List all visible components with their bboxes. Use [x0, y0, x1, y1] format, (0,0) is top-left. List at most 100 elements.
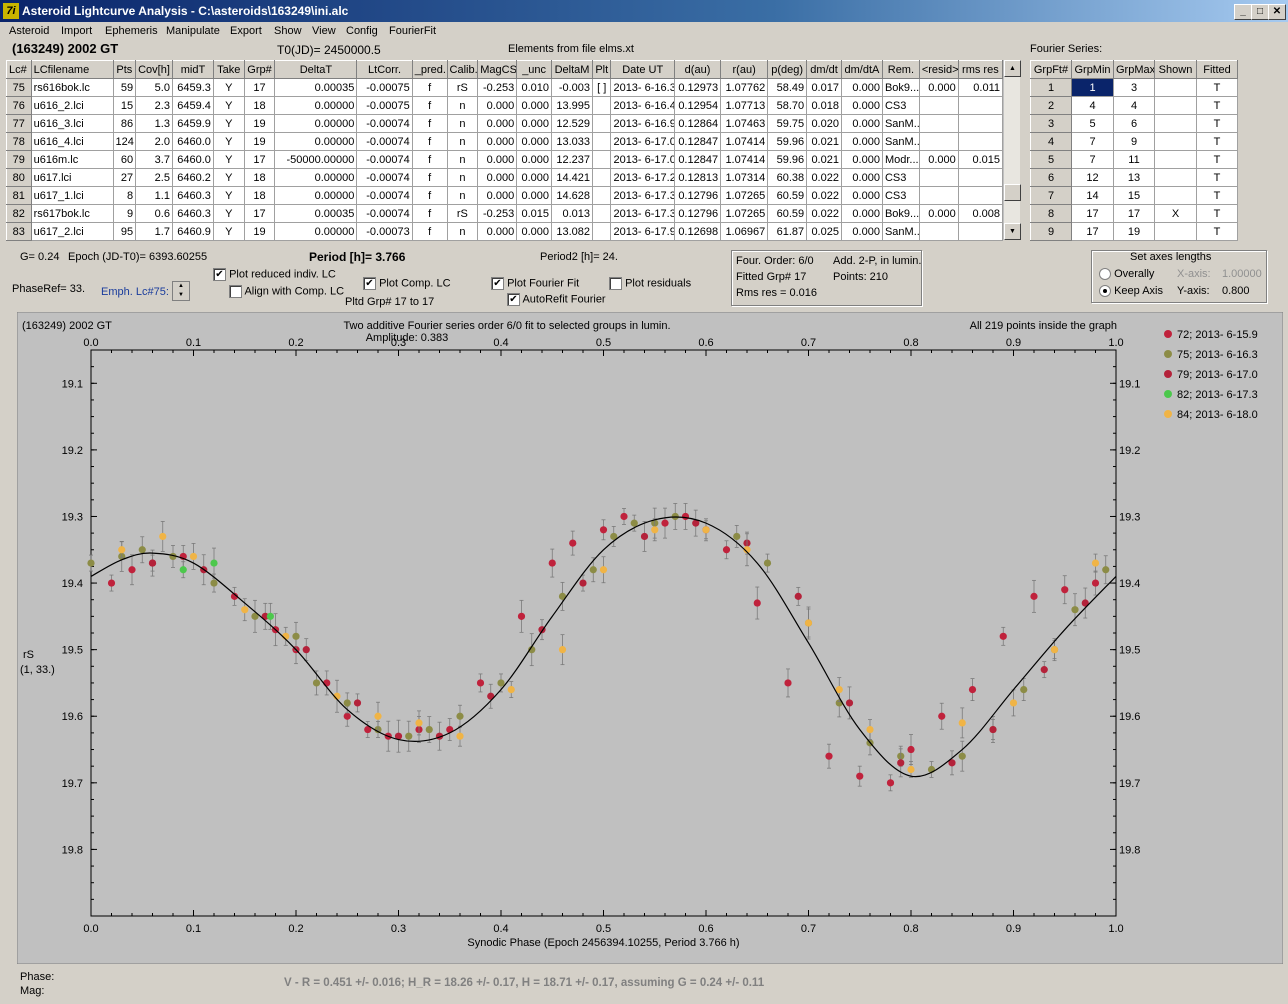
- lc-cell[interactable]: 0.000: [477, 132, 518, 151]
- fourier-cell[interactable]: T: [1196, 96, 1238, 115]
- lc-row-number[interactable]: 81: [6, 186, 32, 205]
- fourier-cell[interactable]: [1154, 222, 1197, 241]
- lc-cell[interactable]: 17: [243, 150, 276, 169]
- lc-cell[interactable]: 0.000: [918, 204, 959, 223]
- fourier-cell[interactable]: T: [1196, 222, 1238, 241]
- lc-cell[interactable]: [918, 96, 959, 115]
- lc-cell[interactable]: SanM...: [881, 132, 920, 151]
- minimize-button[interactable]: _: [1234, 4, 1252, 20]
- lc-cell[interactable]: 0.000: [840, 186, 883, 205]
- menu-asteroid[interactable]: Asteroid: [9, 25, 50, 37]
- lc-cell[interactable]: 17: [243, 204, 276, 223]
- lc-cell[interactable]: 0.008: [957, 204, 1004, 223]
- lc-cell[interactable]: 0.000: [840, 78, 883, 97]
- lc-cell[interactable]: [957, 168, 1004, 187]
- lc-cell[interactable]: 2013- 6-17.0: [610, 132, 675, 151]
- lc-cell[interactable]: 1.3: [135, 114, 173, 133]
- lc-cell[interactable]: rs617bok.lc: [30, 204, 114, 223]
- lc-cell[interactable]: 27: [112, 168, 137, 187]
- x-axis-value[interactable]: 1.00000: [1222, 268, 1262, 280]
- fourier-cell[interactable]: [1154, 132, 1197, 151]
- lc-cell[interactable]: u616m.lc: [30, 150, 114, 169]
- lc-cell[interactable]: 2013- 6-17.3: [610, 186, 675, 205]
- fourier-cell[interactable]: 17: [1071, 204, 1114, 223]
- lc-cell[interactable]: 6460.2: [171, 168, 214, 187]
- emph-spin-button[interactable]: ▲ ▼: [172, 281, 190, 301]
- lc-cell[interactable]: 0.00000: [274, 96, 358, 115]
- lc-cell[interactable]: -0.253: [477, 204, 518, 223]
- lc-cell[interactable]: [918, 186, 959, 205]
- menu-config[interactable]: Config: [346, 25, 378, 37]
- fourier-cell[interactable]: 1: [1071, 78, 1114, 97]
- lc-cell[interactable]: 86: [112, 114, 137, 133]
- fourier-cell[interactable]: 11: [1113, 150, 1155, 169]
- lc-cell[interactable]: rs616bok.lc: [30, 78, 114, 97]
- lc-cell[interactable]: 0.000: [840, 168, 883, 187]
- fourier-cell[interactable]: 15: [1113, 186, 1155, 205]
- lc-row-number[interactable]: 83: [6, 222, 32, 241]
- lc-cell[interactable]: Y: [212, 132, 245, 151]
- lc-cell[interactable]: 14.421: [551, 168, 594, 187]
- fourier-cell[interactable]: T: [1196, 78, 1238, 97]
- lc-col-header[interactable]: Plt: [592, 60, 612, 79]
- lc-cell[interactable]: 0.022: [806, 204, 842, 223]
- lc-cell[interactable]: 18: [243, 186, 276, 205]
- lc-col-header[interactable]: <resid>: [918, 60, 959, 79]
- lc-cell[interactable]: 1.07414: [720, 150, 769, 169]
- lc-col-header[interactable]: p(deg): [767, 60, 808, 79]
- lc-cell[interactable]: 0.00000: [274, 186, 358, 205]
- lc-cell[interactable]: 0.000: [840, 96, 883, 115]
- lc-table-row[interactable]: 75 rs616bok.lc 59 5.0 6459.3 Y 17 0.00035 -0.000…: [6, 78, 1004, 97]
- lc-cell[interactable]: u617_2.lci: [30, 222, 114, 241]
- lc-cell[interactable]: 59: [112, 78, 137, 97]
- lc-table-row[interactable]: 82 rs617bok.lc 9 0.6 6460.3 Y 17 0.00035 -0.0007…: [6, 204, 1004, 223]
- lc-cell[interactable]: 0.015: [957, 150, 1004, 169]
- lc-cell[interactable]: 0.12796: [673, 186, 722, 205]
- overally-radio[interactable]: Overally: [1099, 268, 1154, 281]
- scroll-up-button[interactable]: ▲: [1004, 60, 1021, 77]
- lc-cell[interactable]: 0.000: [516, 168, 553, 187]
- fourier-col-header[interactable]: GrpMin: [1071, 60, 1114, 79]
- close-button[interactable]: ✕: [1268, 4, 1286, 20]
- lc-cell[interactable]: 0.021: [806, 132, 842, 151]
- lc-cell[interactable]: 2013- 6-16.3: [610, 78, 675, 97]
- checkbox-box[interactable]: [229, 285, 242, 298]
- lc-cell[interactable]: 0.6: [135, 204, 173, 223]
- period-value[interactable]: Period [h]= 3.766: [309, 250, 406, 264]
- lc-cell[interactable]: Y: [212, 150, 245, 169]
- lc-cell[interactable]: 0.00000: [274, 132, 358, 151]
- fourier-table-row[interactable]: 9 17 19 T: [1030, 222, 1238, 241]
- lc-col-header[interactable]: LtCorr.: [356, 60, 413, 79]
- radio-dot[interactable]: [1099, 285, 1111, 298]
- lc-cell[interactable]: -0.00073: [356, 222, 413, 241]
- lc-cell[interactable]: f: [411, 204, 448, 223]
- fourier-cell[interactable]: T: [1196, 132, 1238, 151]
- lc-cell[interactable]: 2013- 6-16.4: [610, 96, 675, 115]
- lc-cell[interactable]: 5.0: [135, 78, 173, 97]
- autorefit-checkbox[interactable]: ✔ AutoRefit Fourier: [507, 293, 606, 306]
- lc-cell[interactable]: 8: [112, 186, 137, 205]
- lc-cell[interactable]: u616_3.lci: [30, 114, 114, 133]
- lc-col-header[interactable]: Pts: [112, 60, 137, 79]
- lc-cell[interactable]: 18: [243, 96, 276, 115]
- lc-cell[interactable]: 0.000: [516, 132, 553, 151]
- lc-cell[interactable]: 0.022: [806, 186, 842, 205]
- lc-cell[interactable]: 0.000: [840, 132, 883, 151]
- lc-cell[interactable]: 0.12973: [673, 78, 722, 97]
- fourier-cell[interactable]: T: [1196, 186, 1238, 205]
- lc-cell[interactable]: 0.000: [840, 222, 883, 241]
- lc-cell[interactable]: f: [411, 168, 448, 187]
- lc-cell[interactable]: rS: [446, 78, 479, 97]
- lc-cell[interactable]: Y: [212, 114, 245, 133]
- lc-row-number[interactable]: 75: [6, 78, 32, 97]
- fourier-cell[interactable]: 3: [1113, 78, 1155, 97]
- lc-cell[interactable]: [592, 168, 612, 187]
- lc-cell[interactable]: 2013- 6-16.9: [610, 114, 675, 133]
- lc-cell[interactable]: Y: [212, 204, 245, 223]
- restore-button[interactable]: □: [1251, 4, 1269, 20]
- lc-cell[interactable]: Y: [212, 96, 245, 115]
- lc-cell[interactable]: -50000.00000: [274, 150, 358, 169]
- fourier-cell[interactable]: 12: [1071, 168, 1114, 187]
- lc-cell[interactable]: 0.022: [806, 168, 842, 187]
